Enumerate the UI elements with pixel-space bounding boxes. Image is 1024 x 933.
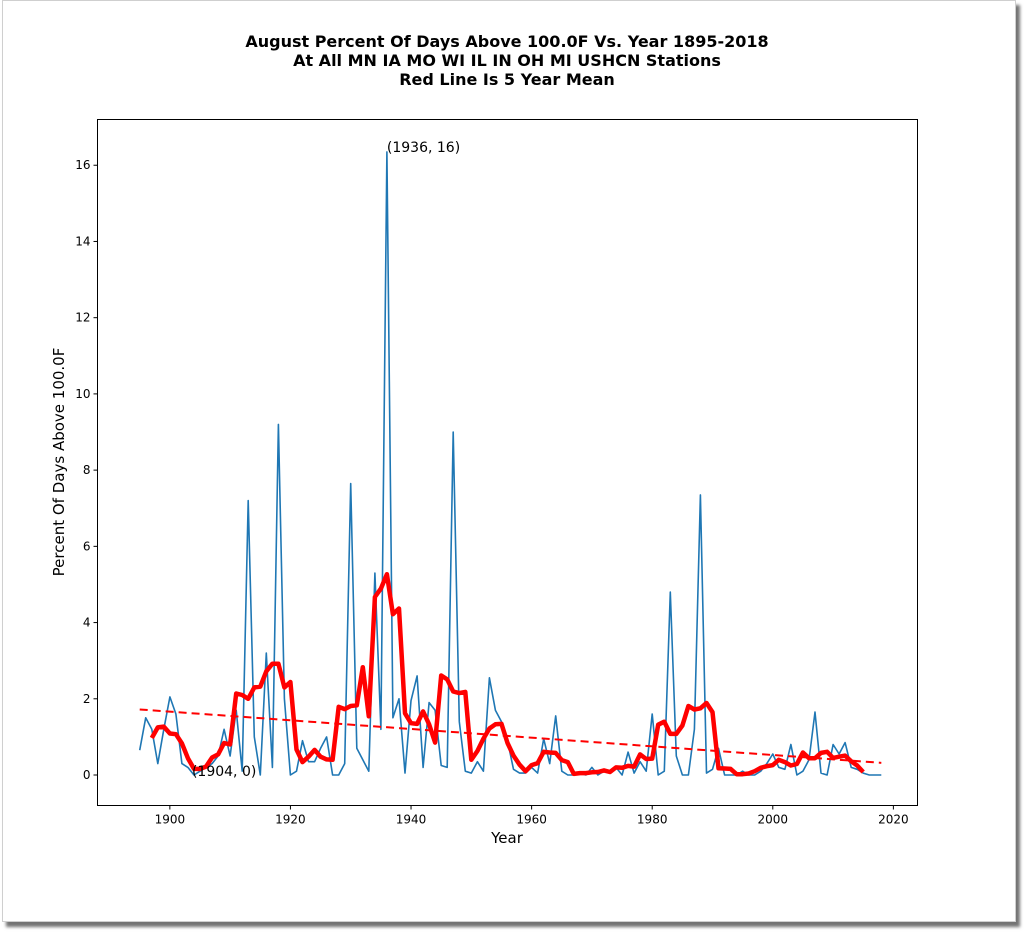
y-tick-label: 8 (83, 463, 91, 477)
y-tick-label: 4 (83, 616, 91, 630)
y-tick-label: 2 (83, 692, 91, 706)
chart-title-line-2: At All MN IA MO WI IL IN OH MI USHCN Sta… (293, 51, 721, 70)
y-tick-label: 6 (83, 539, 91, 553)
y-axis-label: Percent Of Days Above 100.0F (50, 348, 68, 577)
x-tick-label: 1980 (637, 813, 668, 827)
x-tick-label: 2000 (758, 813, 789, 827)
y-axis-ticks: 0 2 4 6 8 10 12 14 16 (75, 158, 98, 782)
chart-title-line-1: August Percent Of Days Above 100.0F Vs. … (245, 32, 768, 51)
x-tick-label: 1960 (516, 813, 547, 827)
annotation-min: (1904, 0) (192, 764, 256, 780)
series-line-percent-days (138, 151, 882, 776)
chart-title-line-3: Red Line Is 5 Year Mean (399, 70, 615, 89)
series-line-5-year-mean (149, 571, 865, 777)
x-tick-label: 1920 (275, 813, 306, 827)
annotation-max: (1936, 16) (387, 140, 460, 156)
x-tick-label: 2020 (878, 813, 909, 827)
y-tick-label: 12 (75, 311, 90, 325)
y-tick-label: 16 (75, 158, 90, 172)
plot-area-frame (97, 119, 918, 806)
y-tick-label: 10 (75, 387, 90, 401)
y-tick-label: 14 (75, 234, 90, 248)
x-tick-label: 1900 (155, 813, 186, 827)
figure-frame (2, 0, 1016, 922)
x-tick-label: 1940 (396, 813, 427, 827)
x-axis-label: Year (490, 829, 524, 847)
trend-line (139, 708, 882, 764)
y-tick-label: 0 (83, 768, 91, 782)
plot-marks (138, 151, 882, 777)
x-axis-ticks: 1900 1920 1940 1960 1980 2000 2020 (155, 805, 909, 827)
